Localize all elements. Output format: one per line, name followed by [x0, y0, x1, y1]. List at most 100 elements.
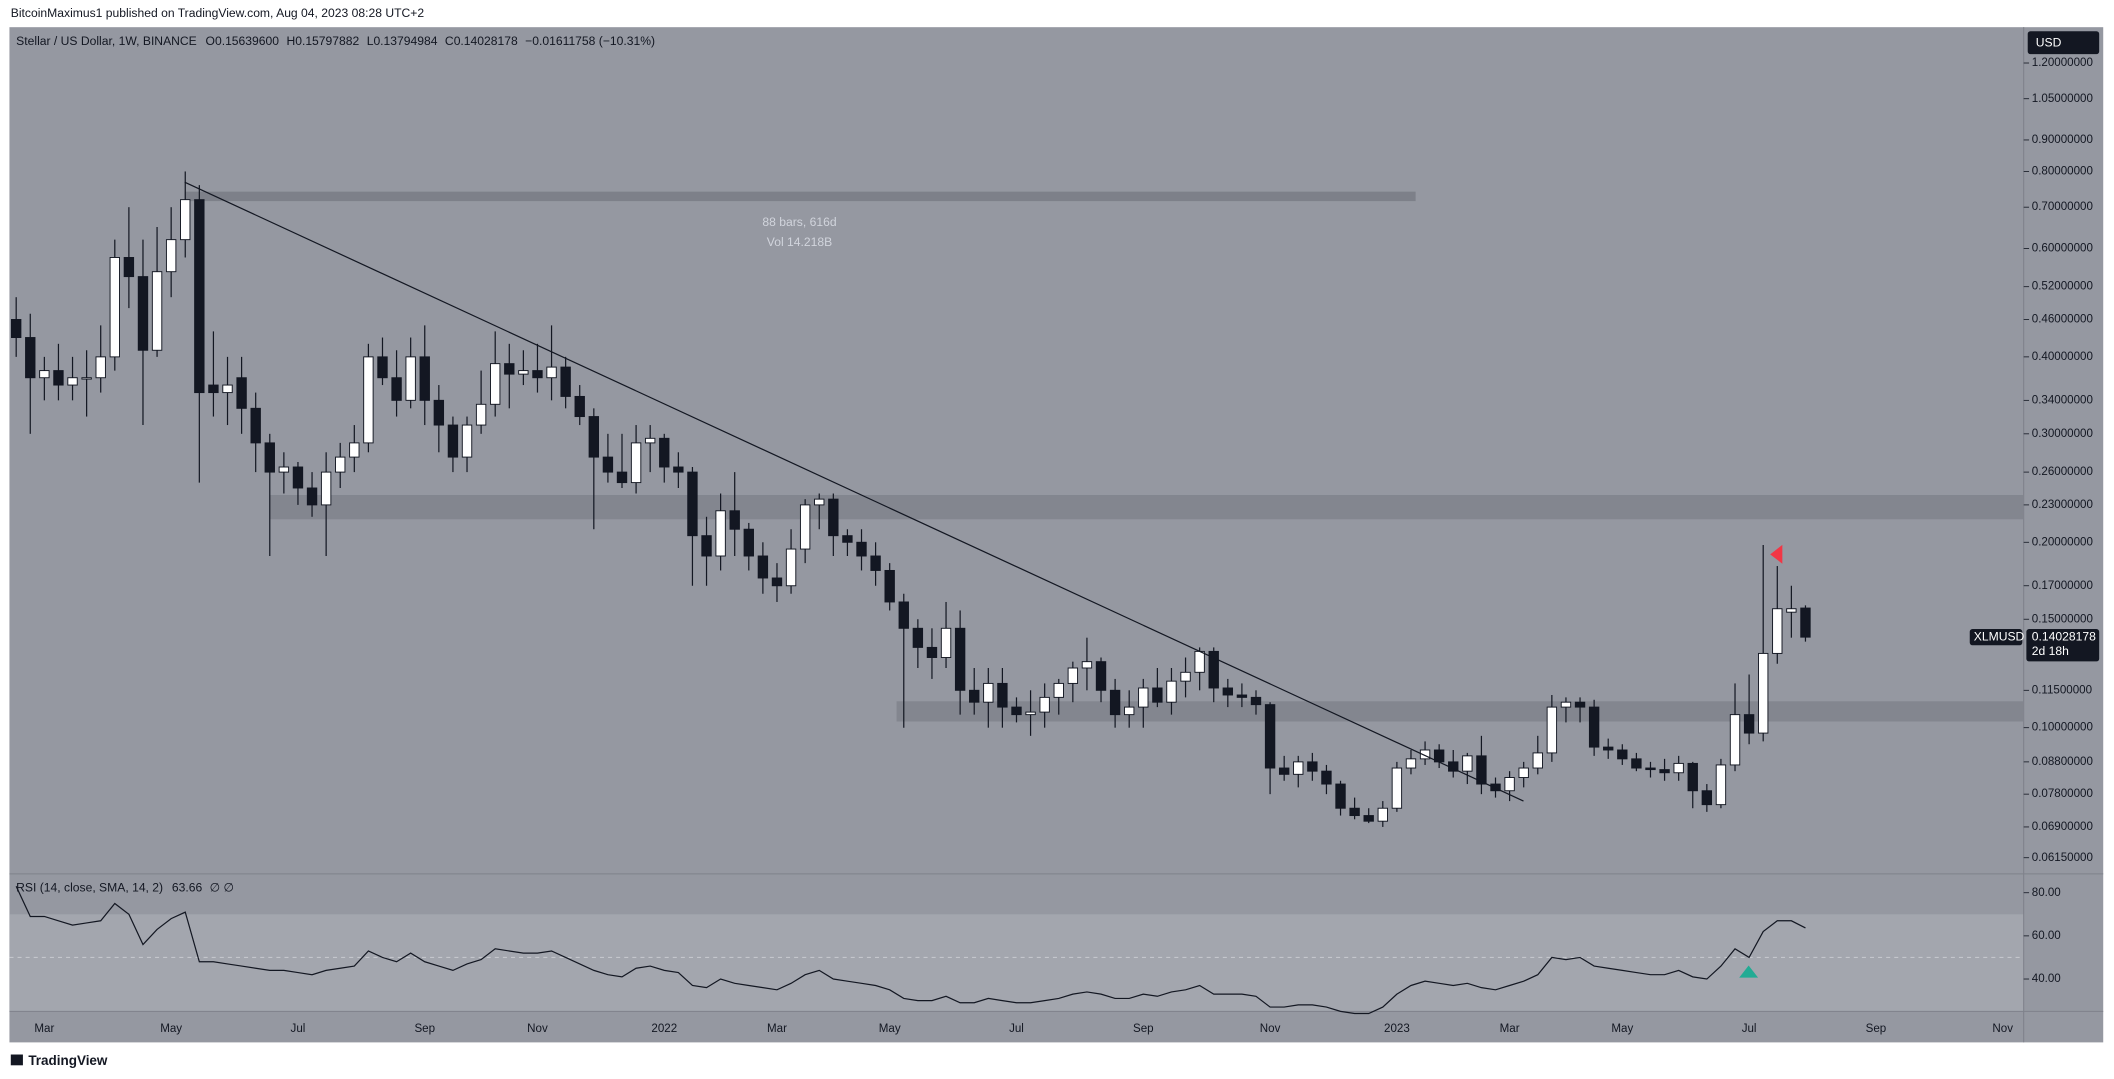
candle-body [405, 356, 416, 401]
candle-body [1603, 746, 1614, 751]
symbol-title: Stellar / US Dollar, 1W, BINANCE [16, 34, 197, 48]
candle-body [1067, 667, 1079, 684]
candle-body [1419, 749, 1431, 760]
candle-body [588, 416, 600, 458]
x-tick-label: Mar [1500, 1023, 1520, 1035]
candle-body [1124, 706, 1135, 716]
logo [10, 1054, 23, 1066]
candle-body [546, 366, 557, 379]
candle-body [1645, 767, 1656, 771]
footer-brand: TradingView [28, 1053, 108, 1068]
candle-body [81, 377, 92, 380]
publisher: BitcoinMaximus1 published on TradingView… [11, 6, 425, 20]
x-tick-label: 2023 [1384, 1023, 1410, 1035]
y-tick-label: 0.10000000 [2032, 722, 2093, 734]
candle-body [39, 370, 50, 379]
price-tag [2026, 629, 2100, 662]
support-zone [896, 701, 2024, 722]
y-tick-label: 0.08800000 [2032, 756, 2093, 768]
candle-body [67, 377, 78, 386]
candle-body [969, 689, 980, 703]
candle-body [1476, 755, 1487, 785]
candle-body [1617, 749, 1628, 760]
candle-body [1307, 761, 1318, 772]
candle-body [687, 471, 698, 537]
candle-body [954, 627, 966, 691]
candle-body [208, 384, 219, 394]
candle-body [997, 682, 1008, 708]
candle-body [1264, 704, 1276, 769]
marks [10, 171, 1811, 1015]
candle-body [1138, 687, 1149, 708]
x-tick-label: May [1611, 1023, 1633, 1035]
x-tick-label: Jul [291, 1023, 306, 1035]
red-arrow [1770, 544, 1783, 564]
candle-body [1673, 762, 1684, 774]
candle-body [1631, 758, 1642, 769]
ticker-label: XLMUSD [1974, 629, 2025, 643]
candle-body [475, 403, 487, 426]
range-measure [184, 191, 1416, 202]
candle-body [1025, 711, 1036, 716]
candle-body [715, 510, 726, 557]
candle-body [757, 555, 769, 579]
candle-body [461, 424, 473, 458]
candle-body [856, 541, 867, 557]
candle-body [1758, 652, 1769, 734]
candle-body [1800, 607, 1811, 638]
candle-body [504, 363, 515, 375]
ohlc-value: 0.14028178 [454, 34, 518, 48]
candle-body [1405, 758, 1417, 769]
candle-body [1659, 769, 1670, 774]
candle-body [673, 466, 684, 473]
candle-body [560, 366, 571, 397]
candle-body [1053, 682, 1064, 698]
trendline [184, 181, 1524, 802]
candle-body [1377, 807, 1388, 822]
candle-body [1208, 650, 1219, 689]
ohlc-key: H [286, 34, 295, 48]
candle-body [1462, 755, 1473, 772]
candle-body [10, 319, 22, 338]
candle-body [1518, 767, 1529, 779]
y-tick-label: 0.52000000 [2032, 281, 2093, 293]
y-tick-label: 0.23000000 [2032, 499, 2093, 511]
candle-body [771, 577, 783, 587]
candle-body [1687, 762, 1698, 792]
y-tick-label: 60.00 [2032, 930, 2061, 942]
y-tick-label: 0.40000000 [2032, 351, 2093, 363]
candle-body [349, 442, 360, 458]
y-tick-label: 1.20000000 [2032, 57, 2093, 69]
price-change: −0.01611758 (−10.31%) [525, 34, 655, 48]
candle-body [1278, 767, 1290, 775]
x-tick-label: May [160, 1023, 182, 1035]
rsi-line [15, 886, 1806, 1015]
candle-body [799, 504, 811, 550]
currency-box [2027, 31, 2100, 55]
green-arrow [1739, 965, 1759, 978]
y-tick-label: 0.11500000 [2032, 684, 2092, 696]
candle-body [630, 442, 642, 484]
y-tick-label: 0.34000000 [2032, 394, 2093, 406]
candle-body [1546, 706, 1558, 754]
candle-body [1588, 706, 1600, 748]
candle-body [1786, 608, 1797, 613]
y-tick-label: 0.15000000 [2032, 613, 2093, 625]
y-tick-label: 0.06150000 [2032, 852, 2093, 864]
candle-body [180, 199, 191, 241]
x-tick-label: Sep [414, 1023, 435, 1035]
candle-body [1011, 706, 1022, 716]
candle-body [898, 601, 909, 629]
candle-body [1743, 714, 1755, 734]
candle-body [983, 682, 994, 703]
candle-body [743, 528, 754, 557]
candle-body [1250, 696, 1262, 706]
x-tick-label: May [879, 1023, 901, 1035]
candle-body [518, 370, 529, 375]
rsi-band [9, 914, 2024, 1012]
candle-body [785, 548, 797, 587]
candle-body [222, 384, 233, 394]
candle-body [137, 276, 149, 351]
x-tick-label: Sep [1133, 1023, 1154, 1035]
resistance-zone [269, 495, 2024, 520]
